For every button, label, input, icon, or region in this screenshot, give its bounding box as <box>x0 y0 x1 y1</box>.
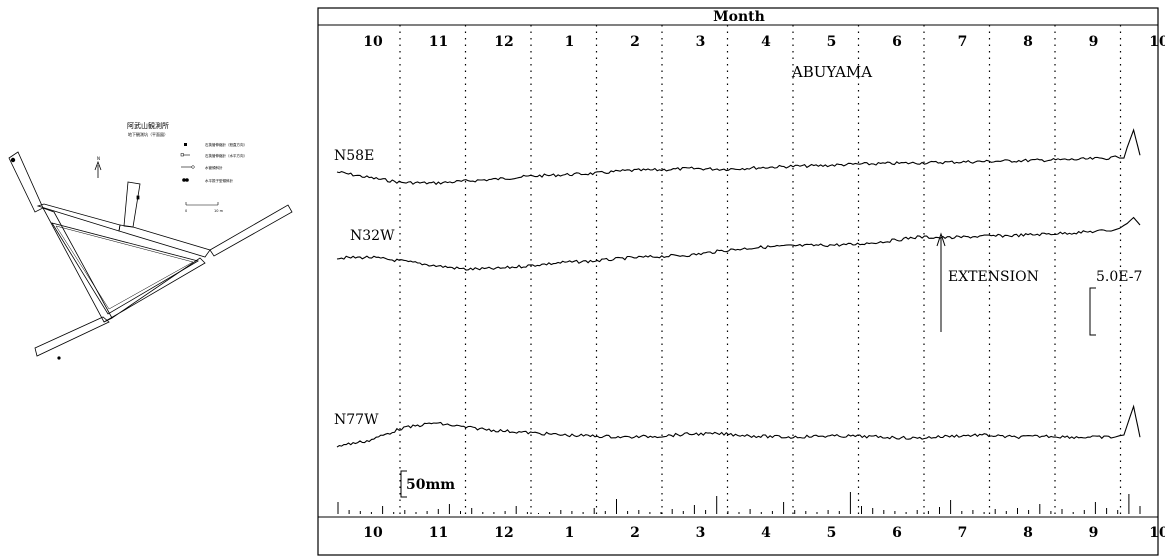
tunnel-outline <box>8 151 293 360</box>
extension-label: EXTENSION <box>948 269 1039 285</box>
strain-scale-label: 5.0E-7 <box>1096 269 1142 285</box>
month-label-bottom: 3 <box>696 525 706 541</box>
month-labels-top: 10 11 12 1 2 3 4 5 6 7 8 9 10 <box>363 34 1165 50</box>
month-label-top: 7 <box>958 34 968 50</box>
month-label-bottom: 11 <box>429 525 448 541</box>
month-label-bottom: 7 <box>958 525 968 541</box>
month-label-bottom: 5 <box>827 525 837 541</box>
month-label-bottom: 6 <box>892 525 902 541</box>
map-legend-item-1: 石英管伸縮計（水平方向） <box>205 153 247 158</box>
month-label-top: 6 <box>892 34 902 50</box>
series-label-n58e: N58E <box>334 148 374 164</box>
rain-scale-bar: 50mm <box>400 470 455 498</box>
month-label-bottom: 10 <box>1149 525 1165 541</box>
month-label-top: 10 <box>363 34 383 50</box>
rainfall-bars <box>337 492 1141 514</box>
month-label-top: 8 <box>1023 34 1033 50</box>
series-label-n32w: N32W <box>350 228 395 244</box>
month-label-top: 2 <box>630 34 640 50</box>
month-label-top: 10 <box>1149 34 1165 50</box>
chart-frame <box>317 7 1159 556</box>
extension-annotation: EXTENSION <box>936 232 1039 332</box>
month-label-bottom: 4 <box>761 525 771 541</box>
north-arrow: N <box>94 156 102 178</box>
month-label-top: 11 <box>429 34 448 50</box>
month-labels-bottom: 10 11 12 1 2 3 4 5 6 7 8 9 10 <box>363 525 1165 541</box>
map-legend-item-2: 水管傾斜計 <box>205 165 223 170</box>
map-legend-item-0: 石英管伸縮計（鉛直方向） <box>205 142 247 147</box>
series-labels: N58E N32W N77W <box>334 148 395 428</box>
map-scale-start: 0 <box>185 209 187 213</box>
map-subtitle: 地下観測坑（平面図） <box>128 131 168 137</box>
month-label-top: 12 <box>494 34 513 50</box>
series-line-n58e <box>336 128 1141 186</box>
month-label-bottom: 9 <box>1089 525 1099 541</box>
series-label-n77w: N77W <box>334 412 379 428</box>
strain-scale-bar: 5.0E-7 <box>1089 269 1142 336</box>
series-line-n77w <box>336 404 1141 448</box>
series-lines <box>336 128 1141 448</box>
rain-scale-label: 50mm <box>406 477 455 493</box>
month-label-bottom: 2 <box>630 525 640 541</box>
map-legend: 石英管伸縮計（鉛直方向） 石英管伸縮計（水平方向） 水管傾斜計 水平振子型傾斜計… <box>180 142 247 213</box>
month-label-bottom: 12 <box>494 525 513 541</box>
chart-title: Month <box>713 9 765 25</box>
month-label-top: 1 <box>565 34 575 50</box>
month-label-top: 5 <box>827 34 837 50</box>
series-line-n32w <box>336 216 1141 271</box>
station-label: ABUYAMA <box>791 63 872 81</box>
map-legend-item-3: 水平振子型傾斜計 <box>205 178 233 183</box>
month-label-top: 3 <box>696 34 706 50</box>
observatory-tunnel-map: 阿武山観測所 地下観測坑（平面図） N 石英管伸縮計（鉛直方向） 石英管伸縮計（… <box>8 121 293 360</box>
month-label-bottom: 1 <box>565 525 575 541</box>
map-title: 阿武山観測所 <box>127 121 169 130</box>
north-label: N <box>97 156 100 161</box>
month-label-top: 9 <box>1089 34 1099 50</box>
map-scale-end: 10 m <box>214 209 224 213</box>
month-label-bottom: 10 <box>363 525 383 541</box>
month-label-bottom: 8 <box>1023 525 1033 541</box>
month-label-top: 4 <box>761 34 771 50</box>
